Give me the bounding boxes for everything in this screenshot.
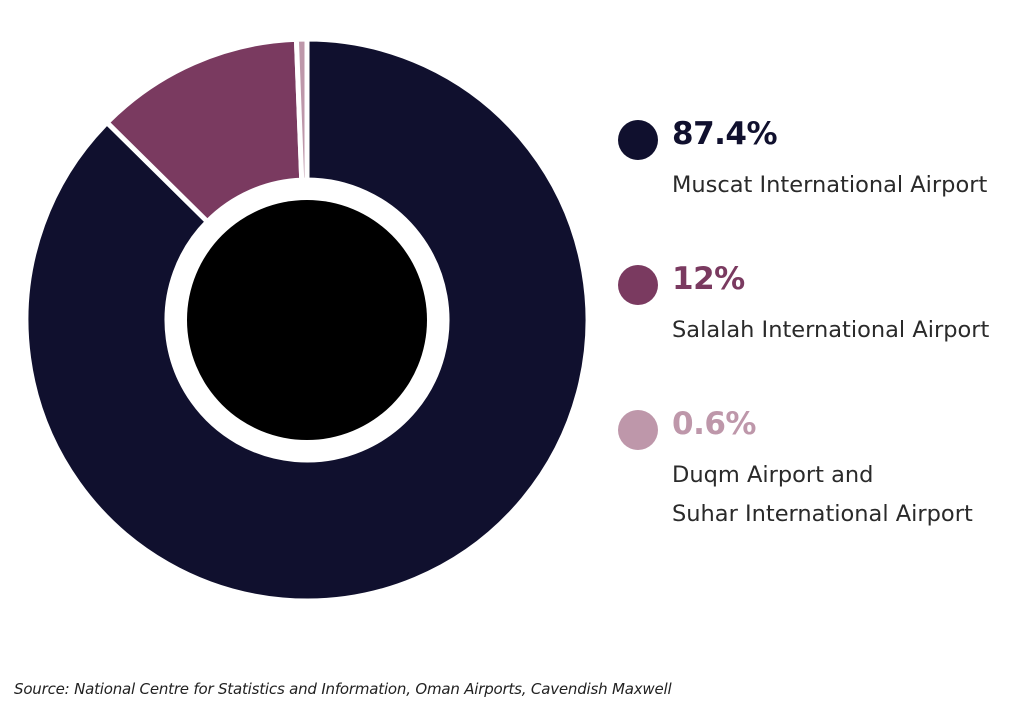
legend-value-duqm-suhar: 0.6% [672,406,756,442]
donut-center [187,200,427,440]
donut-slice [23,36,591,604]
donut-slice [103,36,305,226]
legend-value-muscat: 87.4% [672,116,778,152]
donut-chart [23,36,591,604]
source-note: Source: National Centre for Statistics a… [14,680,672,698]
legend-dot-muscat [618,120,658,160]
legend-dot-salalah [618,265,658,305]
legend-dot-duqm-suhar [618,410,658,450]
donut-slice [293,36,310,183]
legend-value-salalah: 12% [672,261,745,297]
legend-label-duqm-suhar: Duqm Airport and Suhar International Air… [672,462,973,527]
legend-label-muscat: Muscat International Airport [672,172,988,198]
legend-label-salalah: Salalah International Airport [672,317,990,343]
